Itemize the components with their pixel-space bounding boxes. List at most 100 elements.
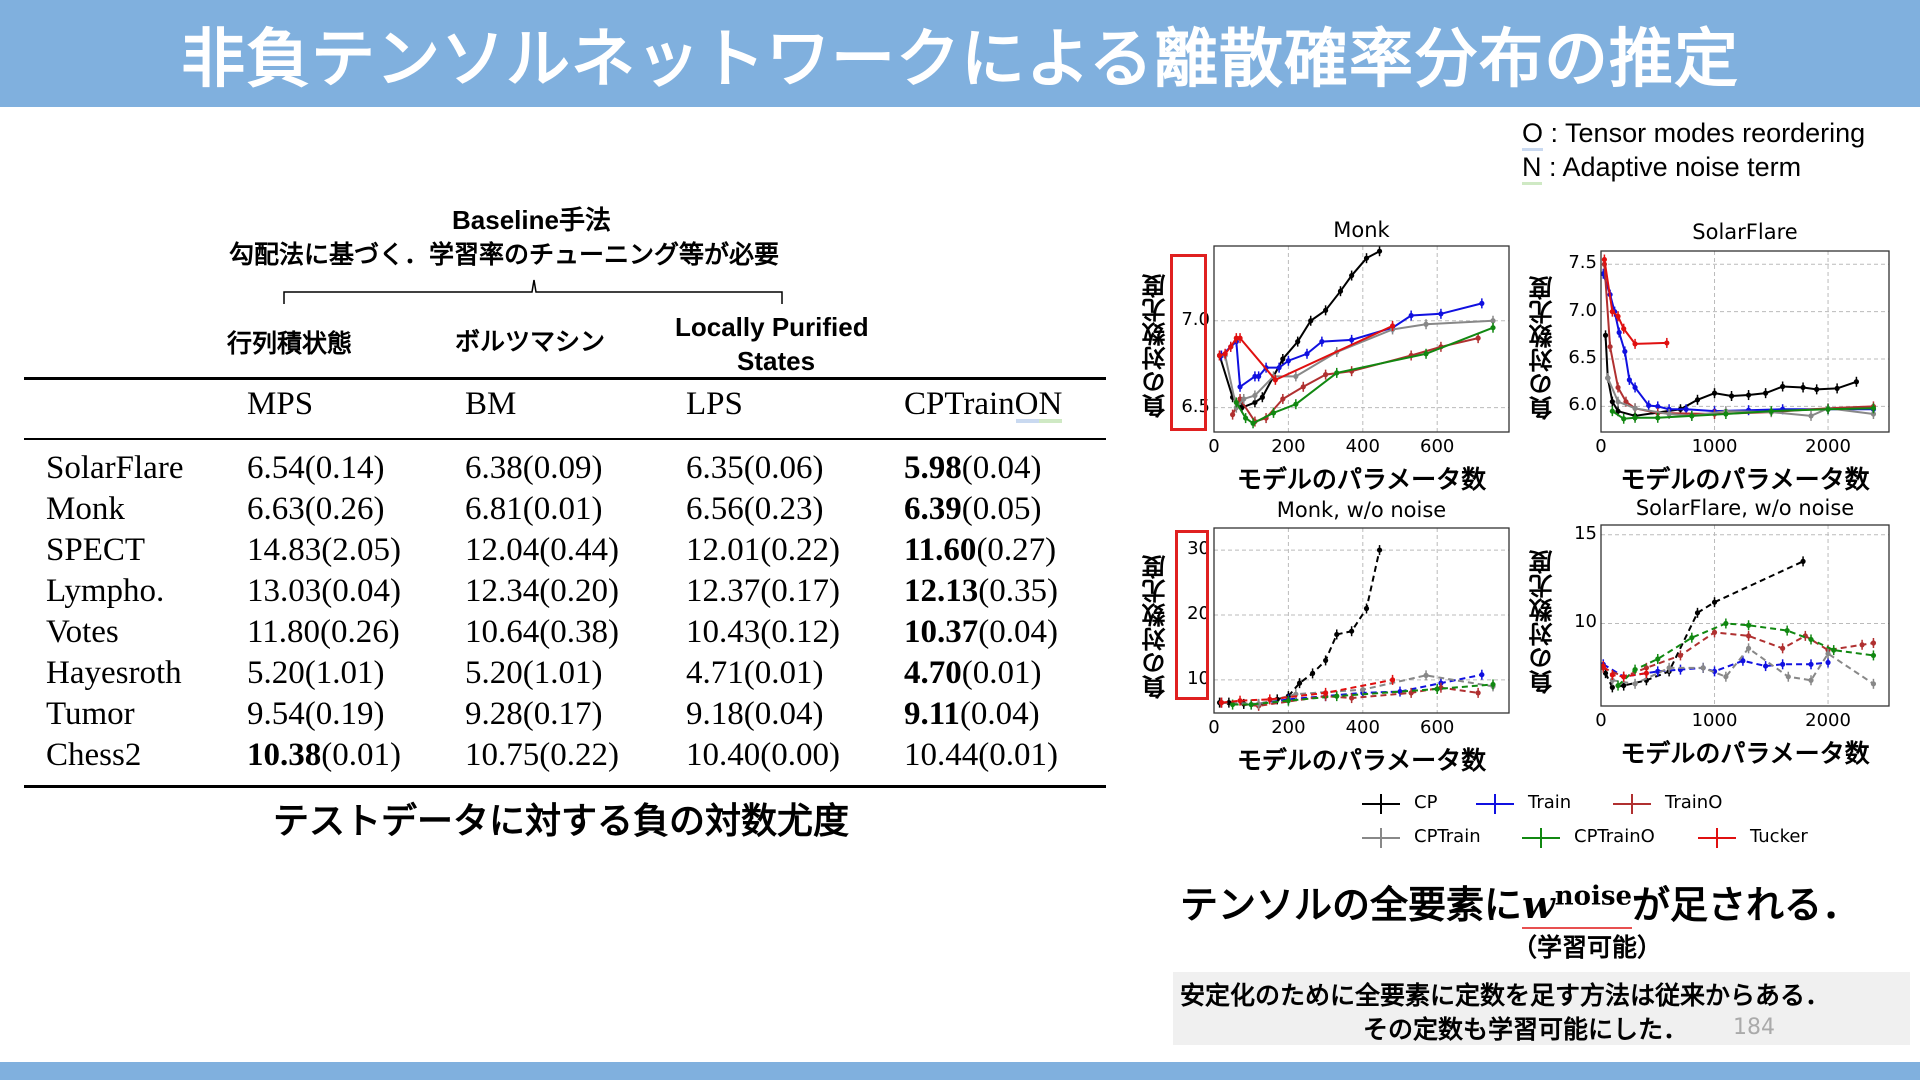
cell-sd: (0.01): [978, 737, 1058, 773]
cell-sd: (0.06): [743, 450, 824, 486]
data-point: [1666, 665, 1672, 671]
data-point: [1808, 413, 1814, 419]
data-point: [1607, 291, 1613, 298]
cell-sd: (0.44): [539, 532, 619, 568]
data-point: [1243, 415, 1249, 421]
row-label: Lympho.: [46, 573, 165, 609]
data-point: [1615, 408, 1621, 414]
cell-value: 11.80: [247, 614, 321, 650]
data-point: [1270, 410, 1277, 416]
data-point: [1621, 682, 1627, 689]
data-point: [1226, 700, 1232, 706]
x-tick-label: 600: [1420, 717, 1455, 738]
data-point: [1285, 693, 1292, 699]
data-point: [1831, 647, 1837, 653]
cell-sd: (0.14): [304, 450, 385, 486]
bottom-bar: [0, 1062, 1920, 1080]
cell-sd: (0.22): [760, 532, 840, 568]
data-point: [1700, 665, 1706, 671]
data-point: [1308, 318, 1314, 324]
data-point: [1785, 674, 1791, 680]
data-point: [1222, 351, 1228, 357]
data-point: [1655, 668, 1661, 674]
x-tick-label: 400: [1345, 717, 1380, 738]
data-point: [1349, 628, 1355, 634]
data-point: [1296, 680, 1303, 686]
cell-sd: (0.27): [976, 532, 1057, 568]
note-box: [1173, 972, 1910, 1045]
series-train: [1602, 659, 1829, 678]
cell-value: 4.71: [686, 655, 744, 691]
cell-sd: (0.26): [304, 491, 385, 527]
data-point: [1360, 687, 1366, 693]
y-axis-label: 負の対数尤度: [1142, 274, 1170, 418]
cell-value: 11.60: [904, 532, 977, 568]
data-point: [1434, 686, 1440, 692]
cell-value: 12.01: [686, 532, 761, 568]
data-point: [1623, 399, 1629, 405]
data-point: [1745, 622, 1752, 628]
series-train: [1221, 673, 1483, 706]
data-point: [1408, 312, 1414, 319]
table-cell: 11.80(0.26): [247, 614, 400, 651]
cell-value: 9.11: [904, 696, 960, 732]
data-point: [1252, 418, 1258, 425]
cell-sd: (0.04): [978, 614, 1058, 650]
cell-value: 10.75: [465, 737, 540, 773]
data-point: [1216, 352, 1223, 359]
x-tick-label: 0: [1208, 717, 1220, 738]
data-point: [1237, 384, 1243, 390]
data-point: [1763, 663, 1769, 669]
data-point: [1825, 659, 1831, 666]
data-point: [1423, 672, 1429, 678]
row-label: Chess2: [46, 737, 142, 773]
data-point: [1615, 399, 1621, 405]
data-point: [1745, 392, 1752, 398]
cell-value: 10.43: [686, 614, 761, 650]
cell-value: 5.20: [247, 655, 305, 691]
data-point: [1267, 696, 1273, 702]
series-traino: [1231, 337, 1479, 423]
row-label: Tumor: [46, 696, 135, 732]
cell-sd: (1.01): [304, 655, 385, 691]
data-point: [1768, 408, 1774, 414]
cell-sd: (0.20): [539, 573, 619, 609]
cell-sd: (0.05): [961, 491, 1042, 527]
series-train: [1220, 302, 1483, 389]
table-top-rule: [24, 377, 1106, 380]
table-cell: 9.18(0.04): [686, 696, 823, 733]
data-point: [1323, 690, 1329, 696]
data-point: [1646, 402, 1652, 409]
data-point: [1304, 351, 1310, 357]
data-point: [1295, 339, 1301, 345]
data-point: [1655, 403, 1661, 410]
cell-sd: (0.04): [961, 450, 1042, 486]
data-point: [1711, 599, 1718, 605]
y-tick-label: 7.5: [1568, 252, 1597, 274]
legend-marker-icon: [1476, 792, 1514, 816]
table-bottom-rule: [24, 785, 1106, 788]
legend-marker-icon: [1698, 826, 1736, 850]
x-axis-label: モデルのパラメータ数: [1236, 465, 1487, 494]
data-point: [1655, 410, 1661, 416]
data-point: [1233, 335, 1239, 341]
data-point: [1280, 396, 1286, 402]
cell-sd: (0.19): [304, 696, 385, 732]
table-cell: 10.38(0.01): [247, 737, 401, 774]
column-header-bm: BM: [465, 386, 517, 422]
cell-value: 10.40: [686, 737, 761, 773]
cell-value: 10.37: [904, 614, 979, 650]
column-header-mps: MPS: [247, 386, 314, 422]
data-point: [1222, 352, 1228, 359]
data-point: [1615, 313, 1621, 319]
data-point: [1252, 399, 1258, 406]
data-point: [1677, 667, 1684, 673]
data-point: [1825, 405, 1831, 411]
data-point: [1666, 406, 1672, 412]
data-point: [1438, 344, 1444, 350]
data-point: [1601, 261, 1608, 267]
data-point: [1621, 416, 1627, 422]
data-point: [1490, 683, 1496, 689]
data-point: [1293, 691, 1299, 697]
data-point: [1621, 674, 1627, 680]
